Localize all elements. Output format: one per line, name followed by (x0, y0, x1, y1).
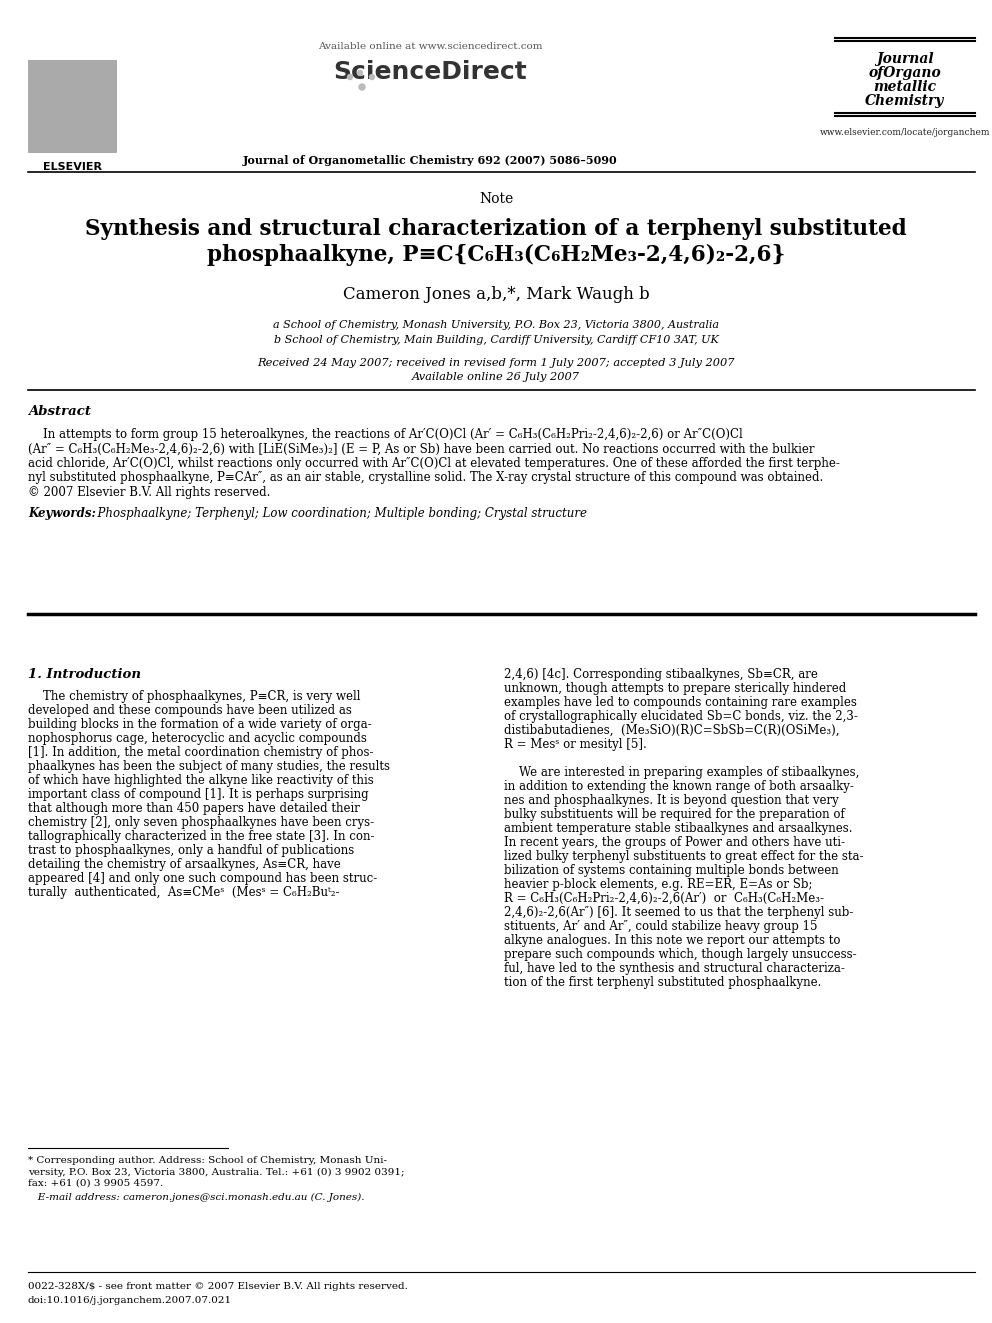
Text: tallographically characterized in the free state [3]. In con-: tallographically characterized in the fr… (28, 830, 375, 843)
Text: metallic: metallic (873, 79, 936, 94)
Text: phosphaalkyne, P≡C{C₆H₃(C₆H₂Me₃-2,4,6)₂-2,6}: phosphaalkyne, P≡C{C₆H₃(C₆H₂Me₃-2,4,6)₂-… (206, 243, 786, 266)
Text: bilization of systems containing multiple bonds between: bilization of systems containing multipl… (504, 864, 839, 877)
Text: versity, P.O. Box 23, Victoria 3800, Australia. Tel.: +61 (0) 3 9902 0391;: versity, P.O. Box 23, Victoria 3800, Aus… (28, 1167, 405, 1176)
Text: detailing the chemistry of arsaalkynes, As≡CR, have: detailing the chemistry of arsaalkynes, … (28, 859, 340, 871)
Text: In recent years, the groups of Power and others have uti-: In recent years, the groups of Power and… (504, 836, 845, 849)
Text: Phosphaalkyne; Terphenyl; Low coordination; Multiple bonding; Crystal structure: Phosphaalkyne; Terphenyl; Low coordinati… (90, 507, 587, 520)
Text: ScienceDirect: ScienceDirect (333, 60, 527, 83)
Text: E-mail address: cameron.jones@sci.monash.edu.au (C. Jones).: E-mail address: cameron.jones@sci.monash… (28, 1192, 364, 1201)
Text: Keywords:: Keywords: (28, 507, 96, 520)
Text: R = Mesˢ or mesityl [5].: R = Mesˢ or mesityl [5]. (504, 738, 647, 751)
Circle shape (357, 70, 362, 75)
Text: Synthesis and structural characterization of a terphenyl substituted: Synthesis and structural characterizatio… (85, 218, 907, 239)
Text: bulky substituents will be required for the preparation of: bulky substituents will be required for … (504, 808, 845, 822)
Text: * Corresponding author. Address: School of Chemistry, Monash Uni-: * Corresponding author. Address: School … (28, 1156, 387, 1166)
Circle shape (347, 74, 352, 79)
Text: 0022-328X/$ - see front matter © 2007 Elsevier B.V. All rights reserved.: 0022-328X/$ - see front matter © 2007 El… (28, 1282, 408, 1291)
Text: (Ar″ = C₆H₃(C₆H₂Me₃-2,4,6)₂-2,6) with [LiE(SiMe₃)₂] (E = P, As or Sb) have been : (Ar″ = C₆H₃(C₆H₂Me₃-2,4,6)₂-2,6) with [L… (28, 442, 814, 455)
Text: of crystallographically elucidated Sb=C bonds, viz. the 2,3-: of crystallographically elucidated Sb=C … (504, 710, 858, 722)
Text: The chemistry of phosphaalkynes, P≡CR, is very well: The chemistry of phosphaalkynes, P≡CR, i… (28, 691, 360, 703)
Text: Chemistry: Chemistry (865, 94, 944, 108)
Text: acid chloride, Ar′C(O)Cl, whilst reactions only occurred with Ar″C(O)Cl at eleva: acid chloride, Ar′C(O)Cl, whilst reactio… (28, 456, 840, 470)
Text: unknown, though attempts to prepare sterically hindered: unknown, though attempts to prepare ster… (504, 681, 846, 695)
Text: In attempts to form group 15 heteroalkynes, the reactions of Ar′C(O)Cl (Ar′ = C₆: In attempts to form group 15 heteroalkyn… (28, 429, 743, 441)
Text: nes and phosphaalkynes. It is beyond question that very: nes and phosphaalkynes. It is beyond que… (504, 794, 839, 807)
Text: building blocks in the formation of a wide variety of orga-: building blocks in the formation of a wi… (28, 718, 372, 732)
Text: turally  authenticated,  As≡CMeˢ  (Mesˢ = C₆H₂Buᵗ₂-: turally authenticated, As≡CMeˢ (Mesˢ = C… (28, 886, 339, 900)
Text: that although more than 450 papers have detailed their: that although more than 450 papers have … (28, 802, 360, 815)
Circle shape (359, 83, 365, 90)
Text: 2,4,6) [4c]. Corresponding stibaalkynes, Sb≡CR, are: 2,4,6) [4c]. Corresponding stibaalkynes,… (504, 668, 817, 681)
Text: We are interested in preparing examples of stibaalkynes,: We are interested in preparing examples … (504, 766, 859, 779)
Text: [1]. In addition, the metal coordination chemistry of phos-: [1]. In addition, the metal coordination… (28, 746, 374, 759)
Text: Available online at www.sciencedirect.com: Available online at www.sciencedirect.co… (317, 42, 543, 52)
Text: heavier p-block elements, e.g. RE=ER, E=As or Sb;: heavier p-block elements, e.g. RE=ER, E=… (504, 878, 812, 890)
Text: © 2007 Elsevier B.V. All rights reserved.: © 2007 Elsevier B.V. All rights reserved… (28, 486, 271, 499)
Text: Journal: Journal (876, 52, 933, 66)
Text: doi:10.1016/j.jorganchem.2007.07.021: doi:10.1016/j.jorganchem.2007.07.021 (28, 1297, 232, 1304)
Text: developed and these compounds have been utilized as: developed and these compounds have been … (28, 704, 352, 717)
Text: stituents, Ar′ and Ar″, could stabilize heavy group 15: stituents, Ar′ and Ar″, could stabilize … (504, 919, 817, 933)
Text: ful, have led to the synthesis and structural characteriza-: ful, have led to the synthesis and struc… (504, 962, 845, 975)
FancyBboxPatch shape (28, 60, 116, 152)
Text: distibabutadienes,  (Me₃SiO)(R)C=SbSb=C(R)(OSiMe₃),: distibabutadienes, (Me₃SiO)(R)C=SbSb=C(R… (504, 724, 839, 737)
Text: ambient temperature stable stibaalkynes and arsaalkynes.: ambient temperature stable stibaalkynes … (504, 822, 852, 835)
Text: fax: +61 (0) 3 9905 4597.: fax: +61 (0) 3 9905 4597. (28, 1179, 164, 1188)
Text: b School of Chemistry, Main Building, Cardiff University, Cardiff CF10 3AT, UK: b School of Chemistry, Main Building, Ca… (274, 335, 718, 345)
Text: prepare such compounds which, though largely unsuccess-: prepare such compounds which, though lar… (504, 949, 857, 960)
Text: Cameron Jones a,b,*, Mark Waugh b: Cameron Jones a,b,*, Mark Waugh b (342, 286, 650, 303)
Text: R = C₆H₃(C₆H₂Pri₂-2,4,6)₂-2,6(Ar′)  or  C₆H₃(C₆H₂Me₃-: R = C₆H₃(C₆H₂Pri₂-2,4,6)₂-2,6(Ar′) or C₆… (504, 892, 824, 905)
Text: trast to phosphaalkynes, only a handful of publications: trast to phosphaalkynes, only a handful … (28, 844, 354, 857)
Text: chemistry [2], only seven phosphaalkynes have been crys-: chemistry [2], only seven phosphaalkynes… (28, 816, 374, 830)
Text: appeared [4] and only one such compound has been struc-: appeared [4] and only one such compound … (28, 872, 377, 885)
Text: Note: Note (479, 192, 513, 206)
Text: Abstract: Abstract (28, 405, 91, 418)
Text: of which have highlighted the alkyne like reactivity of this: of which have highlighted the alkyne lik… (28, 774, 374, 787)
Text: in addition to extending the known range of both arsaalky-: in addition to extending the known range… (504, 781, 854, 792)
Text: www.elsevier.com/locate/jorganchem: www.elsevier.com/locate/jorganchem (819, 128, 990, 138)
Text: tion of the first terphenyl substituted phosphaalkyne.: tion of the first terphenyl substituted … (504, 976, 821, 990)
Text: nyl substituted phosphaalkyne, P≡CAr″, as an air stable, crystalline solid. The : nyl substituted phosphaalkyne, P≡CAr″, a… (28, 471, 823, 484)
Text: examples have led to compounds containing rare examples: examples have led to compounds containin… (504, 696, 857, 709)
Text: nophosphorus cage, heterocyclic and acyclic compounds: nophosphorus cage, heterocyclic and acyc… (28, 732, 367, 745)
Text: lized bulky terphenyl substituents to great effect for the sta-: lized bulky terphenyl substituents to gr… (504, 849, 863, 863)
Text: phaalkynes has been the subject of many studies, the results: phaalkynes has been the subject of many … (28, 759, 390, 773)
Text: alkyne analogues. In this note we report our attempts to: alkyne analogues. In this note we report… (504, 934, 840, 947)
Text: ELSEVIER: ELSEVIER (43, 161, 101, 172)
Text: Received 24 May 2007; received in revised form 1 July 2007; accepted 3 July 2007: Received 24 May 2007; received in revise… (257, 359, 735, 368)
Text: Available online 26 July 2007: Available online 26 July 2007 (412, 372, 580, 382)
Text: 1. Introduction: 1. Introduction (28, 668, 141, 681)
Text: a School of Chemistry, Monash University, P.O. Box 23, Victoria 3800, Australia: a School of Chemistry, Monash University… (273, 320, 719, 329)
Circle shape (369, 74, 375, 79)
Text: ofOrgano: ofOrgano (869, 66, 941, 79)
Text: Journal of Organometallic Chemistry 692 (2007) 5086–5090: Journal of Organometallic Chemistry 692 … (243, 155, 617, 165)
Text: important class of compound [1]. It is perhaps surprising: important class of compound [1]. It is p… (28, 789, 369, 800)
Text: 2,4,6)₂-2,6(Ar″) [6]. It seemed to us that the terphenyl sub-: 2,4,6)₂-2,6(Ar″) [6]. It seemed to us th… (504, 906, 853, 919)
